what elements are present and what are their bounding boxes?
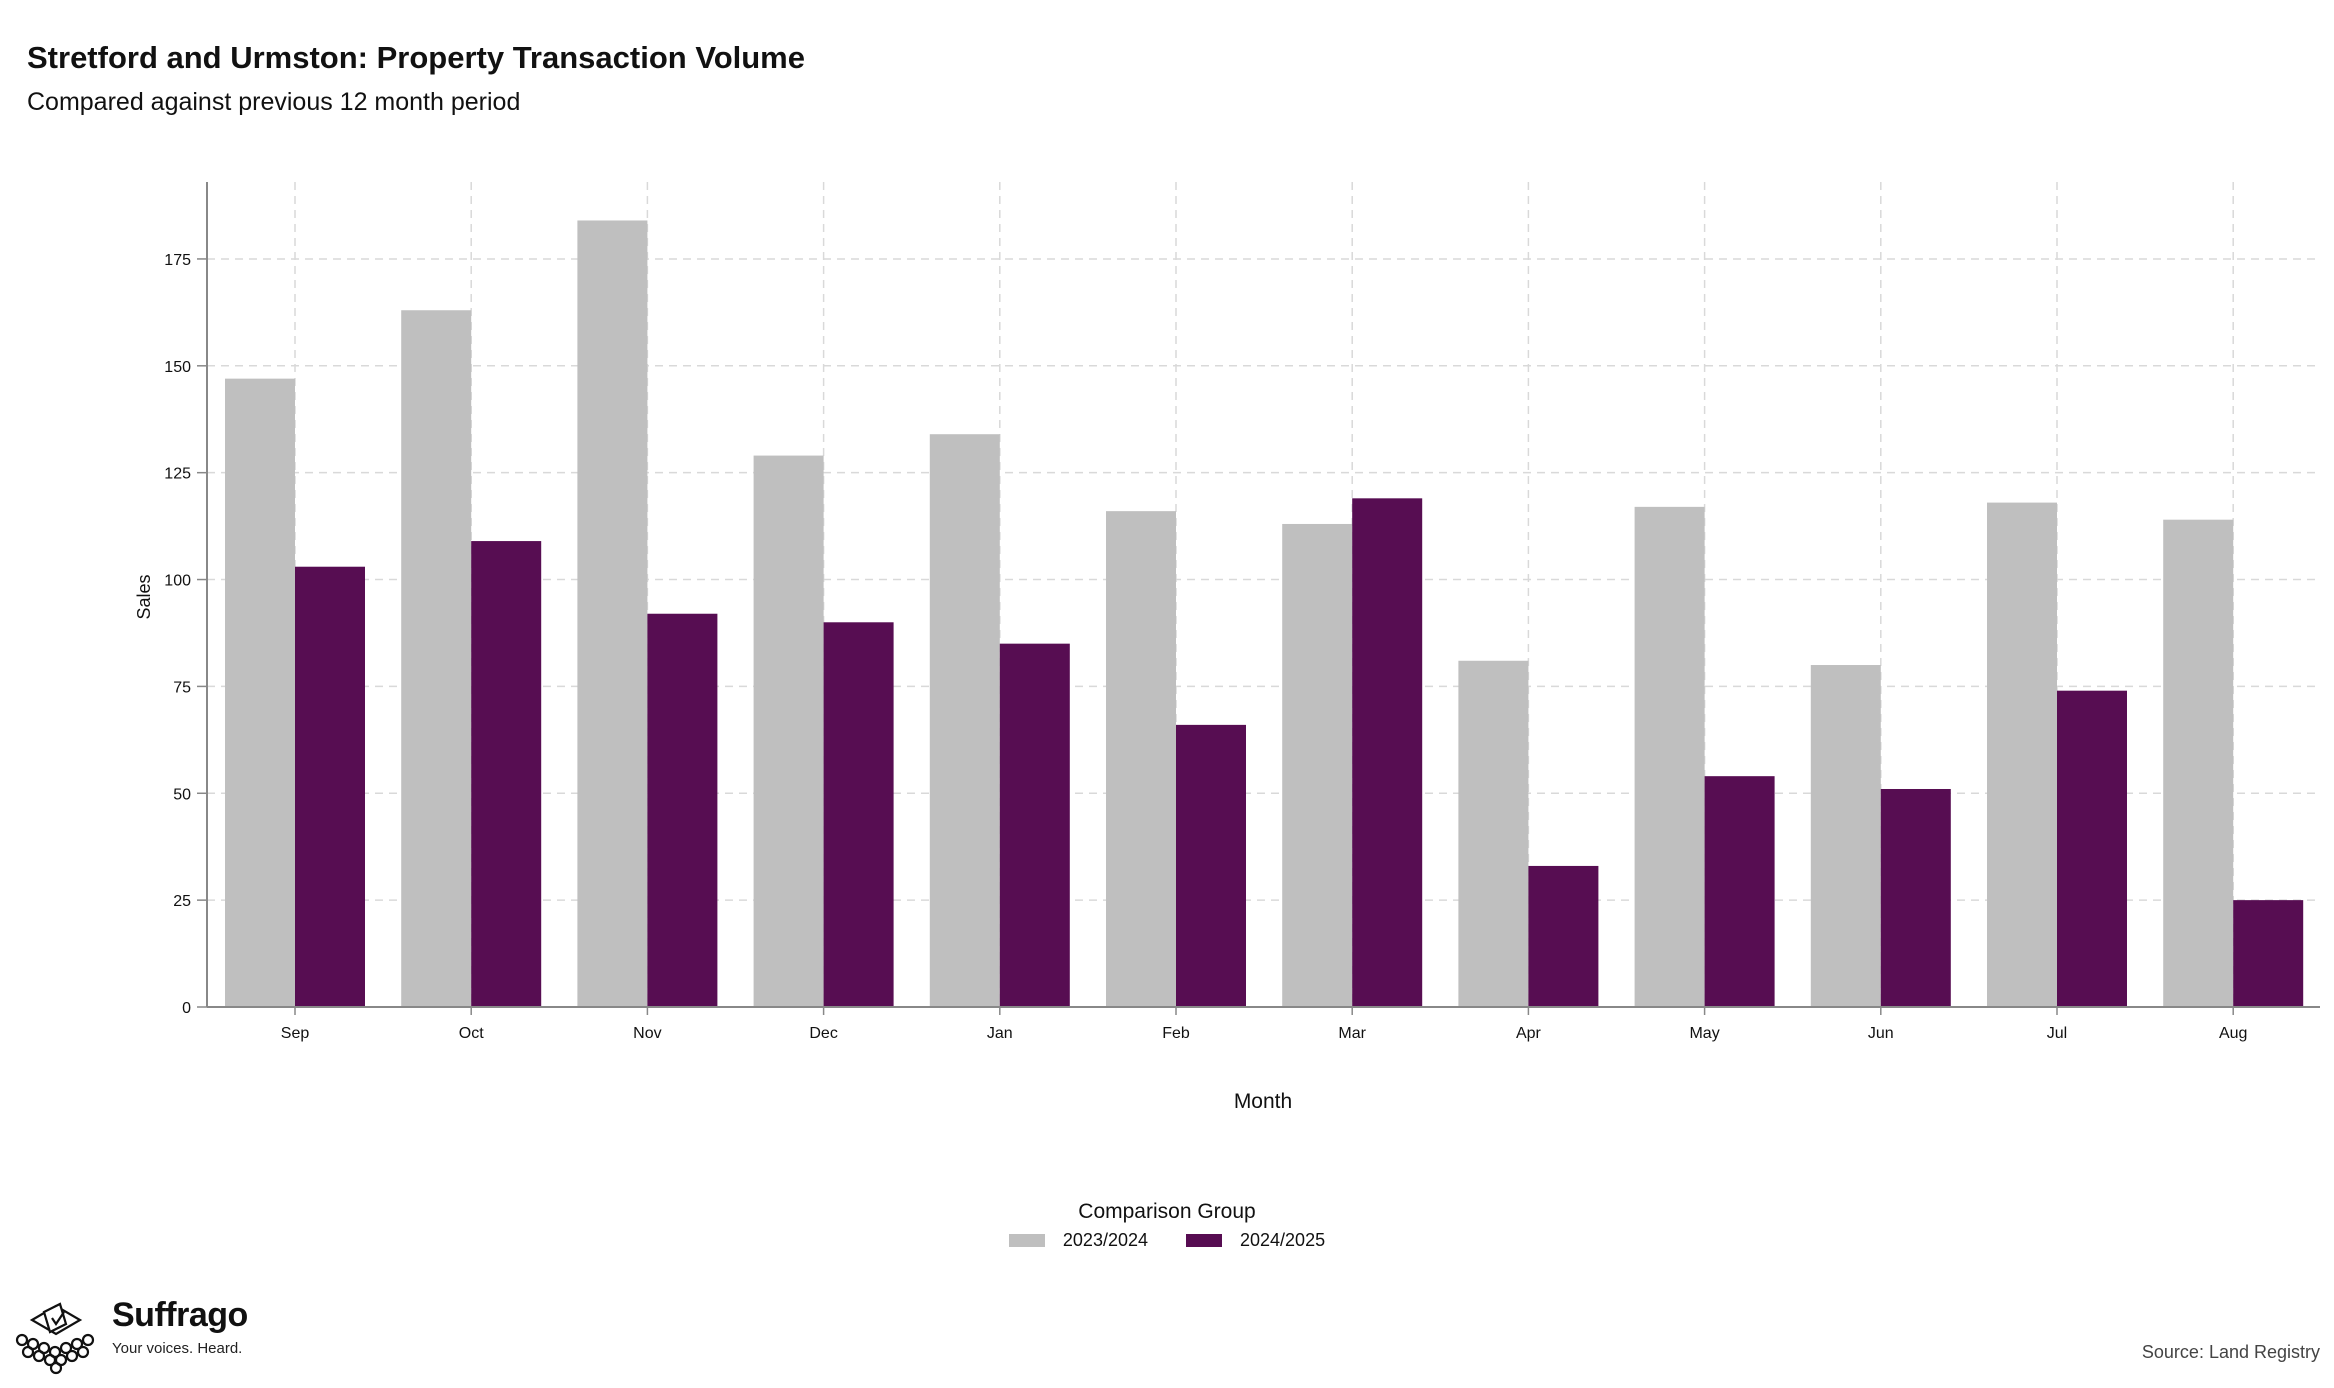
x-tick-label: Jul	[2047, 1025, 2067, 1042]
bar-2023-2024-sep	[225, 378, 295, 1008]
bar-2023-2024-apr	[1458, 660, 1529, 1007]
x-tick-label: May	[1689, 1025, 1719, 1042]
bar-2024-2025-aug	[2233, 900, 2304, 1007]
legend-swatch-2023-2024	[1008, 1234, 1045, 1247]
bar-2023-2024-jun	[1810, 665, 1881, 1007]
bar-2024-2025-mar	[1352, 498, 1423, 1007]
x-tick-label: Nov	[633, 1025, 661, 1042]
legend-items: 2023/2024 2024/2025	[0, 1230, 2334, 1251]
legend-title: Comparison Group	[1078, 1200, 1256, 1223]
bar-2024-2025-dec	[823, 622, 894, 1007]
legend-label-2024-2025: 2024/2025	[1240, 1230, 1326, 1250]
bar-2023-2024-mar	[1282, 523, 1353, 1007]
ballot-box-icon	[15, 1302, 95, 1375]
suffrago-logo: Suffrago Your voices. Heard.	[14, 1296, 248, 1376]
x-tick-label: Apr	[1516, 1025, 1542, 1042]
bar-2024-2025-oct	[471, 541, 542, 1007]
bar-2023-2024-jan	[929, 434, 1000, 1007]
bar-2023-2024-feb	[1106, 511, 1176, 1007]
bar-2024-2025-jul	[2057, 690, 2127, 1007]
bar-chart: 0 25 50 75 100 125 150 175 Sep Oct Nov Dec Jan Feb Mar…	[134, 182, 2320, 1113]
y-tick-label: 125	[164, 466, 191, 483]
brand-tagline: Your voices. Heard.	[112, 1340, 243, 1357]
chart-title: Stretford and Urmston: Property Transact…	[27, 40, 805, 75]
bar-2024-2025-feb	[1176, 724, 1246, 1007]
x-tick-label: Dec	[809, 1025, 837, 1042]
x-tick-label: Jun	[1868, 1025, 1894, 1042]
x-tick-label: Aug	[2219, 1025, 2247, 1042]
bar-2023-2024-dec	[753, 455, 824, 1007]
x-axis-label: Month	[1234, 1090, 1292, 1113]
y-tick-label: 100	[164, 573, 191, 590]
bar-2024-2025-nov	[647, 613, 718, 1007]
x-tick-label: Sep	[281, 1025, 310, 1042]
bar-2023-2024-may	[1634, 506, 1705, 1007]
bar-2023-2024-nov	[577, 220, 648, 1007]
x-tick-label: Mar	[1338, 1025, 1366, 1042]
axes	[206, 182, 2320, 1008]
y-tick-label: 175	[164, 252, 191, 269]
legend-item-2023-2024: 2023/2024	[1008, 1230, 1148, 1251]
bar-2024-2025-sep	[295, 566, 365, 1007]
x-tick-label: Oct	[459, 1025, 484, 1042]
bar-2023-2024-oct	[401, 310, 472, 1007]
x-tick-label: Feb	[1162, 1025, 1190, 1042]
bar-2023-2024-aug	[2163, 519, 2234, 1007]
legend-label-2023-2024: 2023/2024	[1062, 1230, 1148, 1250]
bar-2024-2025-may	[1704, 776, 1775, 1007]
legend: Comparison Group 2023/2024 2024/2025	[0, 1200, 2334, 1251]
y-tick-label: 75	[173, 679, 191, 696]
bars	[225, 220, 2304, 1008]
source-note: Source: Land Registry	[2141, 1342, 2320, 1362]
bar-2024-2025-apr	[1528, 865, 1599, 1007]
bar-2023-2024-jul	[1987, 502, 2057, 1007]
bar-2024-2025-jan	[999, 643, 1070, 1007]
y-axis-label: Sales	[134, 574, 154, 619]
x-tick-label: Jan	[987, 1025, 1013, 1042]
brand-name: Suffrago	[112, 1296, 248, 1334]
y-tick-label: 0	[182, 1000, 191, 1017]
y-tick-label: 150	[164, 359, 191, 376]
tick-labels: 0 25 50 75 100 125 150 175 Sep Oct Nov Dec Jan Feb Mar…	[164, 252, 2247, 1042]
bar-2024-2025-jun	[1880, 788, 1951, 1007]
legend-item-2024-2025: 2024/2025	[1186, 1230, 1325, 1251]
y-tick-label: 50	[173, 786, 191, 803]
y-tick-label: 25	[173, 893, 191, 910]
chart-subtitle: Compared against previous 12 month perio…	[27, 88, 521, 116]
legend-swatch-2024-2025	[1186, 1234, 1222, 1247]
